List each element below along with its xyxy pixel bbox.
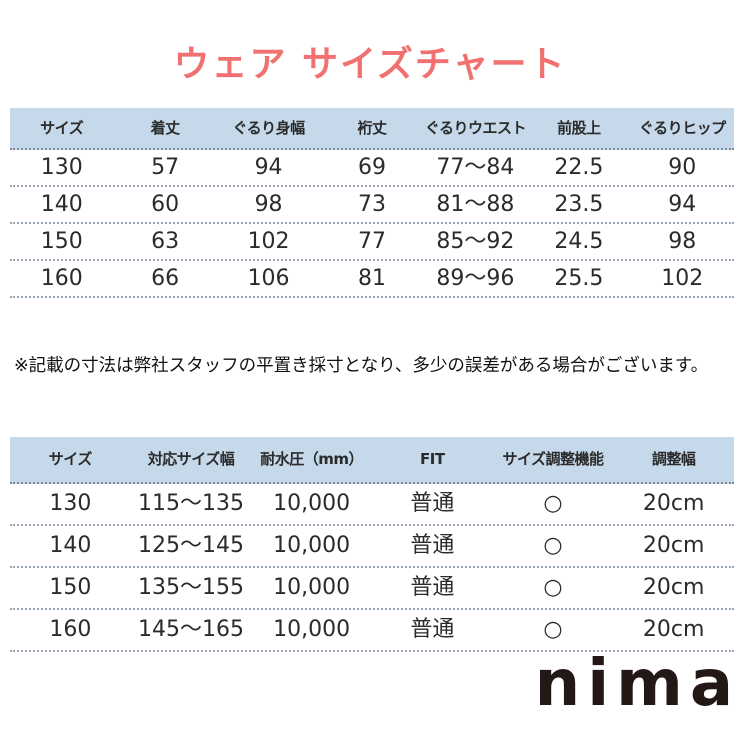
cell-hip: 102 bbox=[661, 265, 704, 291]
table-row-150: 150 63 102 77 85〜92 24.5 98 bbox=[10, 224, 734, 261]
cell-fit: 普通 bbox=[410, 533, 455, 558]
cell-size-adjust-mark: ○ bbox=[543, 575, 563, 600]
table-row-130: 130 115〜135 10,000 普通 ○ 20cm bbox=[10, 484, 734, 526]
cell-sleeve-length: 69 bbox=[357, 154, 386, 180]
cell-size: 160 bbox=[40, 265, 83, 291]
brand-logo: nima bbox=[534, 647, 740, 721]
cell-adjust-width: 20cm bbox=[642, 491, 705, 516]
cell-sleeve-length: 73 bbox=[357, 191, 386, 217]
page-title: ウェア サイズチャート bbox=[173, 44, 567, 85]
cell-fit: 普通 bbox=[410, 575, 455, 600]
spec-table-header-row: サイズ 対応サイズ幅 耐水圧（mm） FIT サイズ調整機能 調整幅 bbox=[10, 437, 734, 484]
cell-front-rise: 24.5 bbox=[554, 228, 604, 254]
cell-length: 57 bbox=[151, 154, 180, 180]
cell-size-range: 145〜165 bbox=[138, 617, 244, 642]
cell-adjust-width: 20cm bbox=[642, 617, 705, 642]
cell-size: 130 bbox=[49, 491, 92, 516]
cell-sleeve-length: 77 bbox=[357, 228, 386, 254]
cell-length: 60 bbox=[151, 191, 180, 217]
col-header-waist: ぐるりウエスト bbox=[424, 118, 527, 137]
cell-waist: 85〜92 bbox=[436, 228, 515, 254]
cell-length: 66 bbox=[151, 265, 180, 291]
table-row-150: 150 135〜155 10,000 普通 ○ 20cm bbox=[10, 568, 734, 610]
cell-size: 140 bbox=[49, 533, 92, 558]
cell-size: 150 bbox=[49, 575, 92, 600]
cell-body-width: 94 bbox=[254, 154, 283, 180]
cell-water-resistance: 10,000 bbox=[273, 617, 351, 642]
cell-length: 63 bbox=[151, 228, 180, 254]
table-row-130: 130 57 94 69 77〜84 22.5 90 bbox=[10, 150, 734, 187]
col-header-size-adjust: サイズ調整機能 bbox=[502, 450, 604, 468]
cell-front-rise: 23.5 bbox=[554, 191, 604, 217]
cell-size: 160 bbox=[49, 617, 92, 642]
cell-size-adjust-mark: ○ bbox=[543, 533, 563, 558]
cell-hip: 90 bbox=[668, 154, 697, 180]
col-header-fit: FIT bbox=[420, 450, 445, 468]
cell-size-range: 135〜155 bbox=[138, 575, 244, 600]
spec-table: サイズ 対応サイズ幅 耐水圧（mm） FIT サイズ調整機能 調整幅 130 1… bbox=[10, 437, 734, 652]
cell-front-rise: 25.5 bbox=[554, 265, 604, 291]
table-row-160: 160 66 106 81 89〜96 25.5 102 bbox=[10, 261, 734, 298]
cell-size-range: 115〜135 bbox=[138, 491, 244, 516]
cell-hip: 98 bbox=[668, 228, 697, 254]
cell-body-width: 102 bbox=[247, 228, 290, 254]
cell-fit: 普通 bbox=[410, 617, 455, 642]
cell-adjust-width: 20cm bbox=[642, 575, 705, 600]
cell-size-adjust-mark: ○ bbox=[543, 617, 563, 642]
cell-size-range: 125〜145 bbox=[138, 533, 244, 558]
cell-front-rise: 22.5 bbox=[554, 154, 604, 180]
col-header-body-width: ぐるり身幅 bbox=[232, 118, 305, 137]
cell-waist: 81〜88 bbox=[436, 191, 515, 217]
col-header-adjust-width: 調整幅 bbox=[651, 450, 696, 468]
cell-water-resistance: 10,000 bbox=[273, 575, 351, 600]
cell-waist: 77〜84 bbox=[436, 154, 515, 180]
col-header-size: サイズ bbox=[40, 118, 84, 137]
measurement-note: ※記載の寸法は弊社スタッフの平置き採寸となり、多少の誤差がある場合がございます。 bbox=[14, 356, 709, 376]
col-header-hip: ぐるりヒップ bbox=[638, 118, 726, 137]
col-header-water-resistance: 耐水圧（mm） bbox=[260, 450, 364, 468]
col-header-sleeve-length: 裄丈 bbox=[357, 118, 387, 137]
garment-size-table: サイズ 着丈 ぐるり身幅 裄丈 ぐるりウエスト 前股上 ぐるりヒップ 130 5… bbox=[10, 108, 734, 298]
cell-water-resistance: 10,000 bbox=[273, 491, 351, 516]
table-row-140: 140 125〜145 10,000 普通 ○ 20cm bbox=[10, 526, 734, 568]
col-header-size: サイズ bbox=[48, 450, 93, 468]
cell-size: 140 bbox=[40, 191, 83, 217]
cell-size: 150 bbox=[40, 228, 83, 254]
cell-water-resistance: 10,000 bbox=[273, 533, 351, 558]
table-row-140: 140 60 98 73 81〜88 23.5 94 bbox=[10, 187, 734, 224]
cell-adjust-width: 20cm bbox=[642, 533, 705, 558]
cell-size-adjust-mark: ○ bbox=[543, 491, 563, 516]
cell-fit: 普通 bbox=[410, 491, 455, 516]
cell-sleeve-length: 81 bbox=[357, 265, 386, 291]
cell-waist: 89〜96 bbox=[436, 265, 515, 291]
cell-body-width: 106 bbox=[247, 265, 290, 291]
col-header-length: 着丈 bbox=[150, 118, 181, 137]
cell-size: 130 bbox=[40, 154, 83, 180]
cell-hip: 94 bbox=[668, 191, 697, 217]
cell-body-width: 98 bbox=[254, 191, 283, 217]
col-header-size-range: 対応サイズ幅 bbox=[147, 450, 235, 468]
table-row-160: 160 145〜165 10,000 普通 ○ 20cm bbox=[10, 610, 734, 652]
col-header-front-rise: 前股上 bbox=[557, 118, 601, 137]
garment-size-table-header-row: サイズ 着丈 ぐるり身幅 裄丈 ぐるりウエスト 前股上 ぐるりヒップ bbox=[10, 108, 734, 150]
